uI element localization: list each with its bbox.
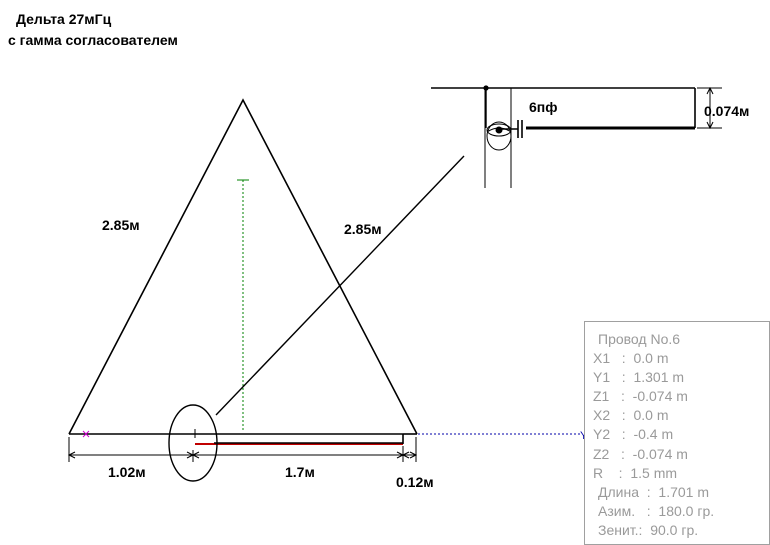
info-row: R : 1.5 mm: [593, 464, 678, 481]
label-side-right: 2.85м: [344, 221, 382, 237]
info-row: Z2 : -0.074 m: [593, 445, 688, 462]
label-base-left: 1.02м: [108, 464, 146, 480]
label-detail-height: 0.074м: [704, 103, 749, 119]
delta-loop-wire: [68, 98, 418, 435]
info-extra-row: Зенит.: 90.0 гр.: [598, 521, 699, 538]
info-extra-row: Азим. : 180.0 гр.: [598, 502, 715, 519]
detail-height-dimension: [697, 86, 722, 130]
label-side-left: 2.85м: [102, 217, 140, 233]
detail-leader-line: [215, 155, 465, 416]
base-dimensions: [67, 437, 418, 462]
feed-region-ellipse: [168, 404, 218, 482]
info-row: Y2 : -0.4 m: [593, 426, 674, 443]
title-line-1: Дельта 27мГц: [16, 11, 112, 27]
info-row: Y1 : 1.301 m: [593, 369, 685, 386]
info-extra-row: Длина : 1.701 m: [598, 483, 710, 500]
info-row: X2 : 0.0 m: [593, 407, 669, 424]
label-base-right: 0.12м: [396, 474, 434, 490]
feed-eye-icon: [486, 121, 512, 151]
gamma-detail-inset: 6пф 0.074м: [431, 85, 749, 188]
info-row: Z1 : -0.074 m: [593, 388, 688, 405]
info-header: Провод No.6: [598, 331, 681, 347]
origin-mark: [82, 430, 90, 438]
info-row: X1 : 0.0 m: [593, 350, 669, 367]
label-capacitor: 6пф: [529, 99, 558, 115]
title-line-2: с гамма согласователем: [8, 32, 178, 48]
wire-info-panel: Провод No.6 X1 : 0.0 m Y1 : 1.301 m Z1 :…: [584, 321, 770, 545]
label-base-middle: 1.7м: [285, 464, 315, 480]
